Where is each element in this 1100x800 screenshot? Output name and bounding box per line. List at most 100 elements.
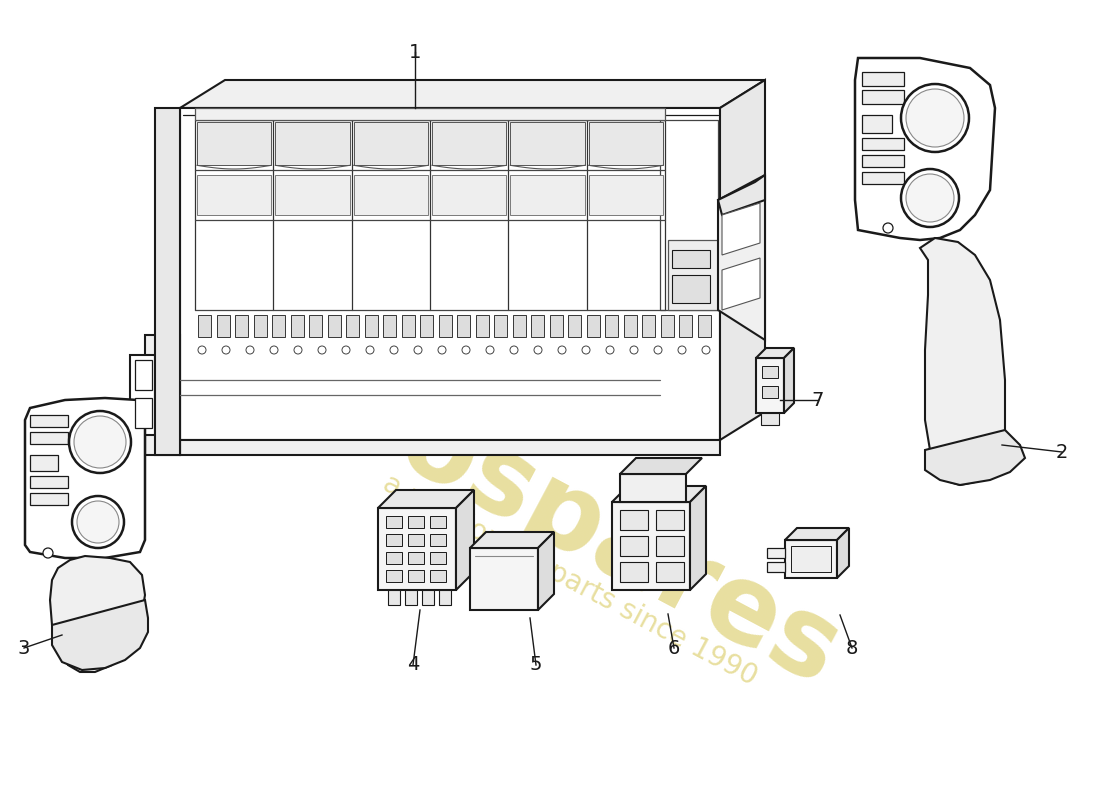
Bar <box>272 315 285 337</box>
Polygon shape <box>588 122 663 165</box>
Polygon shape <box>354 122 428 165</box>
Bar <box>862 172 904 184</box>
Circle shape <box>318 346 326 354</box>
Bar <box>439 315 451 337</box>
Bar <box>862 72 904 86</box>
Circle shape <box>510 346 518 354</box>
Bar <box>30 432 68 444</box>
Circle shape <box>414 346 422 354</box>
Text: 7: 7 <box>812 390 824 410</box>
Polygon shape <box>422 590 435 605</box>
Bar <box>475 315 488 337</box>
Circle shape <box>198 346 206 354</box>
Bar <box>364 315 377 337</box>
Circle shape <box>342 346 350 354</box>
Polygon shape <box>275 122 350 165</box>
Polygon shape <box>275 175 350 215</box>
Polygon shape <box>925 430 1025 485</box>
Bar <box>309 315 322 337</box>
Text: 5: 5 <box>530 655 542 674</box>
Bar <box>217 315 230 337</box>
Bar <box>697 315 711 337</box>
Bar <box>135 398 152 428</box>
Bar <box>328 315 341 337</box>
Bar <box>408 570 424 582</box>
Polygon shape <box>52 600 148 670</box>
Polygon shape <box>837 528 849 578</box>
Polygon shape <box>756 358 784 413</box>
Bar <box>420 315 433 337</box>
Text: 1: 1 <box>409 42 421 62</box>
Bar <box>620 562 648 582</box>
Bar <box>235 315 248 337</box>
Circle shape <box>630 346 638 354</box>
Bar <box>430 516 446 528</box>
Bar <box>30 415 68 427</box>
Circle shape <box>582 346 590 354</box>
Polygon shape <box>722 203 760 255</box>
Polygon shape <box>855 58 996 240</box>
Polygon shape <box>25 398 145 558</box>
Bar <box>672 250 710 268</box>
Polygon shape <box>660 120 718 310</box>
Bar <box>586 315 600 337</box>
Polygon shape <box>510 122 585 165</box>
Circle shape <box>462 346 470 354</box>
Bar <box>624 315 637 337</box>
Ellipse shape <box>72 496 124 548</box>
Bar <box>408 552 424 564</box>
Text: 3: 3 <box>18 638 30 658</box>
Bar <box>656 562 684 582</box>
Polygon shape <box>612 502 690 590</box>
Bar <box>568 315 581 337</box>
Polygon shape <box>920 238 1005 485</box>
Polygon shape <box>155 108 180 455</box>
Ellipse shape <box>901 84 969 152</box>
Text: 2: 2 <box>1056 442 1068 462</box>
Ellipse shape <box>74 416 126 468</box>
Polygon shape <box>388 590 400 605</box>
Bar <box>408 534 424 546</box>
Bar <box>135 360 152 390</box>
Circle shape <box>486 346 494 354</box>
Circle shape <box>678 346 686 354</box>
Bar <box>408 516 424 528</box>
Bar <box>386 534 402 546</box>
Ellipse shape <box>69 411 131 473</box>
Bar <box>198 315 211 337</box>
Polygon shape <box>50 556 145 672</box>
Text: a passion for parts since 1990: a passion for parts since 1990 <box>378 469 762 691</box>
Polygon shape <box>470 532 554 548</box>
Circle shape <box>438 346 446 354</box>
Text: 4: 4 <box>407 655 419 674</box>
Text: eurospares: eurospares <box>202 292 858 708</box>
Polygon shape <box>720 80 764 440</box>
Circle shape <box>883 223 893 233</box>
Bar <box>402 315 415 337</box>
Polygon shape <box>180 440 720 455</box>
Polygon shape <box>620 474 686 502</box>
Text: 6: 6 <box>668 638 680 658</box>
Circle shape <box>222 346 230 354</box>
Bar <box>620 536 648 556</box>
Polygon shape <box>432 175 506 215</box>
Circle shape <box>534 346 542 354</box>
Bar <box>430 552 446 564</box>
Polygon shape <box>405 590 417 605</box>
Polygon shape <box>145 335 180 455</box>
Polygon shape <box>612 486 706 502</box>
Ellipse shape <box>906 174 954 222</box>
Polygon shape <box>718 175 764 215</box>
Bar <box>862 138 904 150</box>
Polygon shape <box>588 175 663 215</box>
Polygon shape <box>785 528 849 540</box>
Polygon shape <box>197 175 272 215</box>
Bar <box>456 315 470 337</box>
Polygon shape <box>784 348 794 413</box>
Ellipse shape <box>901 169 959 227</box>
Text: 8: 8 <box>846 638 858 658</box>
Polygon shape <box>690 486 706 590</box>
Polygon shape <box>130 355 155 435</box>
Bar <box>762 386 778 398</box>
Bar <box>386 552 402 564</box>
